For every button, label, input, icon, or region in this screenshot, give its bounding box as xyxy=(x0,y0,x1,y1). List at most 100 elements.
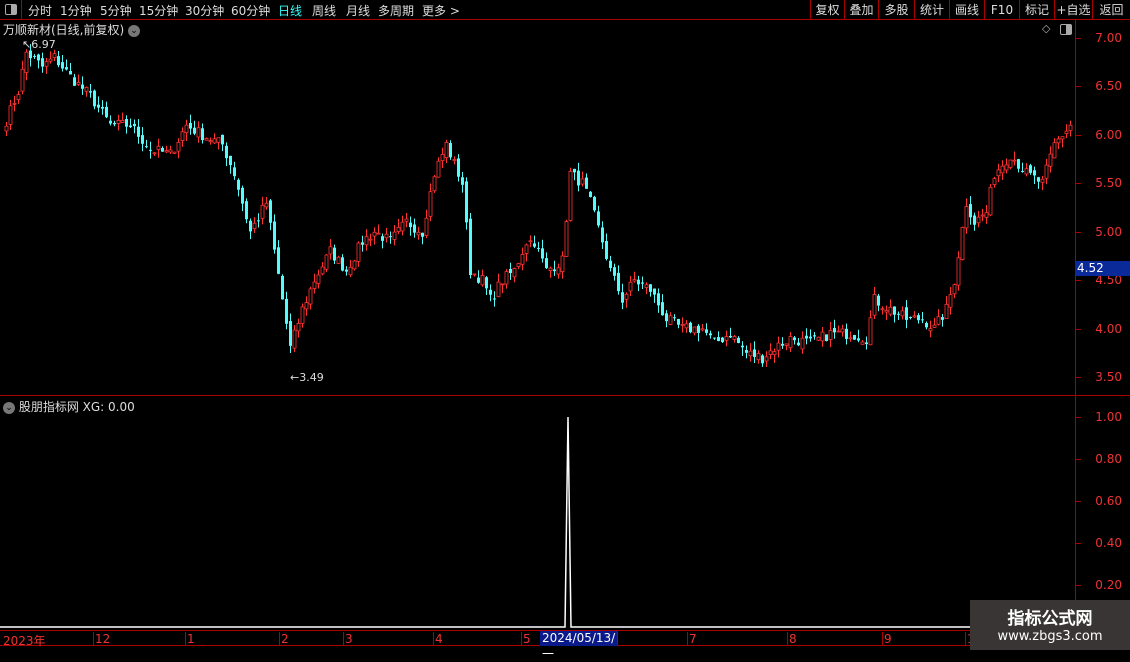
candle xyxy=(1052,138,1057,159)
period-tab[interactable]: 1分钟 xyxy=(60,4,92,18)
candle xyxy=(304,296,309,316)
candle xyxy=(292,325,297,353)
candle xyxy=(705,323,708,336)
candle xyxy=(944,296,949,319)
candle xyxy=(813,331,816,340)
layout-toggle-button[interactable] xyxy=(0,0,22,20)
price-axis-label: 4.00 xyxy=(1095,321,1122,336)
candle xyxy=(573,168,576,181)
candle xyxy=(577,162,580,192)
candle xyxy=(449,140,452,160)
candle xyxy=(361,235,364,252)
candle xyxy=(865,336,868,350)
candle xyxy=(372,227,377,245)
candle xyxy=(281,274,284,300)
candle xyxy=(644,282,649,295)
candle xyxy=(589,190,592,198)
candle xyxy=(4,121,9,136)
low-price-label: ←3.49 xyxy=(290,371,324,384)
candle xyxy=(493,291,496,307)
toolbar-button[interactable]: +自选 xyxy=(1054,0,1092,20)
candle xyxy=(93,89,96,110)
period-tab[interactable]: 30分钟 xyxy=(185,4,225,18)
period-tab[interactable]: 周线 xyxy=(312,4,337,18)
candle xyxy=(489,284,492,302)
price-axis-label: 6.50 xyxy=(1095,79,1122,94)
candle xyxy=(184,119,189,142)
period-tab[interactable]: 日线 xyxy=(278,4,303,18)
candle xyxy=(133,119,136,134)
period-tab[interactable]: 多周期 xyxy=(378,4,415,18)
time-axis-label: 5 xyxy=(521,632,531,646)
toolbar-button[interactable]: 复权 xyxy=(810,0,844,20)
panel-icon[interactable] xyxy=(1060,24,1072,35)
candle xyxy=(692,326,697,336)
diamond-icon[interactable]: ◇ xyxy=(1042,22,1051,35)
candle xyxy=(101,100,104,115)
indicator-axis-label: 0.20 xyxy=(1095,578,1122,592)
candle xyxy=(52,49,57,62)
candle xyxy=(893,306,896,323)
candle xyxy=(89,84,92,98)
candle xyxy=(480,269,485,287)
toolbar-button[interactable]: 多股 xyxy=(878,0,914,20)
period-tab[interactable]: 更多 > xyxy=(422,4,460,18)
candle xyxy=(768,343,773,360)
toolbar-button[interactable]: 画线 xyxy=(949,0,984,20)
candle xyxy=(137,119,140,144)
candle xyxy=(845,323,848,345)
chevron-down-icon[interactable]: ⌄ xyxy=(3,401,15,414)
candle xyxy=(356,241,361,267)
candle xyxy=(452,156,457,165)
toolbar-button[interactable]: 叠加 xyxy=(844,0,878,20)
candle xyxy=(341,254,344,272)
candle xyxy=(73,73,76,87)
candle xyxy=(509,262,512,280)
period-tab[interactable]: 15分钟 xyxy=(139,4,179,18)
candle xyxy=(784,343,789,351)
candle xyxy=(257,213,260,228)
candle xyxy=(637,275,640,292)
indicator-title[interactable]: ⌄ 股朋指标网 XG: 0.00 xyxy=(3,398,135,415)
toolbar-button[interactable]: 返回 xyxy=(1092,0,1130,20)
candle xyxy=(921,312,924,324)
candle xyxy=(320,261,325,276)
candle xyxy=(816,336,821,342)
candle xyxy=(936,309,941,326)
candle xyxy=(472,273,477,277)
candle xyxy=(980,208,985,222)
candle xyxy=(69,62,72,75)
chevron-down-icon[interactable]: ⌄ xyxy=(128,24,141,37)
period-tab[interactable]: 5分钟 xyxy=(100,4,132,18)
price-axis-label: 7.00 xyxy=(1095,31,1122,45)
period-tab[interactable]: 分时 xyxy=(28,4,53,18)
candle xyxy=(952,283,957,299)
price-axis-label: 4.50 xyxy=(1095,273,1122,288)
candle xyxy=(316,269,321,289)
toolbar-button[interactable]: F10 xyxy=(984,0,1019,20)
toolbar-button[interactable]: 统计 xyxy=(914,0,949,20)
indicator-axis-label: 1.00 xyxy=(1095,410,1122,424)
candle xyxy=(912,311,917,319)
candle xyxy=(1037,176,1040,189)
axis-tick xyxy=(1075,543,1081,544)
candle xyxy=(585,173,588,189)
candle xyxy=(724,330,729,347)
candle xyxy=(485,275,488,295)
period-tab[interactable]: 月线 xyxy=(346,4,371,18)
candlestick-chart[interactable] xyxy=(0,0,1075,630)
candle xyxy=(969,196,972,225)
candle xyxy=(125,115,128,134)
period-tab[interactable]: 60分钟 xyxy=(231,4,271,18)
toolbar-button[interactable]: 标记 xyxy=(1019,0,1054,20)
candle xyxy=(897,311,900,321)
candle xyxy=(941,313,944,327)
candle xyxy=(533,235,536,249)
stock-title[interactable]: 万顺新材(日线,前复权) ⌄ xyxy=(3,21,141,38)
candle xyxy=(788,332,793,353)
candle xyxy=(805,328,808,345)
panel-divider[interactable] xyxy=(0,395,1130,396)
candle xyxy=(1033,166,1036,185)
candle xyxy=(556,263,561,279)
candle xyxy=(444,139,449,163)
